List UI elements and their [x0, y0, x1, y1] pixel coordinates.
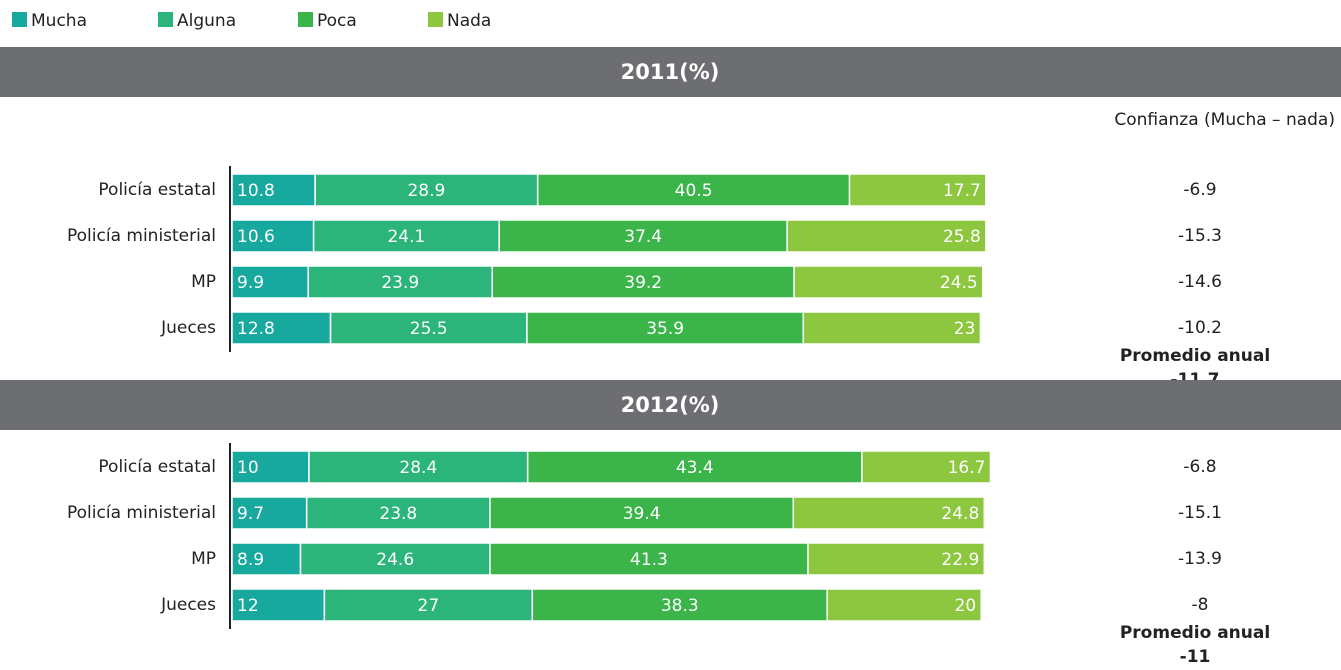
chart-title: 2012(%) — [621, 393, 720, 417]
data-label: 24.6 — [376, 550, 414, 570]
data-label: 10.6 — [237, 227, 275, 247]
bar-segment — [826, 588, 982, 622]
legend-label: Poca — [317, 11, 357, 31]
data-label: 22.9 — [941, 550, 979, 570]
section-header — [0, 47, 1341, 97]
data-label: 10 — [237, 458, 259, 478]
data-label: 24.5 — [940, 273, 978, 293]
data-label: 43.4 — [676, 458, 714, 478]
bar-segment — [536, 173, 851, 207]
bar-segment — [802, 311, 982, 345]
data-label: 40.5 — [675, 181, 713, 201]
bar-segment — [323, 588, 534, 622]
data-label: 20 — [955, 596, 977, 616]
data-label: 35.9 — [646, 319, 684, 339]
data-label: 39.2 — [624, 273, 662, 293]
legend-swatch — [158, 12, 173, 27]
bar-segment — [305, 496, 491, 530]
category-label: Jueces — [160, 318, 216, 338]
legend-label: Nada — [447, 11, 491, 31]
confidence-value: -15.3 — [1178, 226, 1222, 246]
data-label: 23.8 — [379, 504, 417, 524]
average-value: -11 — [1180, 647, 1211, 667]
bar-segment — [807, 542, 986, 576]
data-label: 10.8 — [237, 181, 275, 201]
bar-segment — [792, 496, 986, 530]
data-label: 25.8 — [943, 227, 981, 247]
confidence-value: -15.1 — [1178, 503, 1222, 523]
bar-segment — [307, 265, 494, 299]
average-label: Promedio anual — [1120, 346, 1270, 366]
category-label: Policía ministerial — [67, 226, 216, 246]
data-label: 28.9 — [407, 181, 445, 201]
data-label: 24.1 — [387, 227, 425, 247]
bar-segment — [531, 588, 828, 622]
data-label: 39.4 — [623, 504, 661, 524]
chart-title: 2011(%) — [621, 60, 720, 84]
confidence-value: -6.9 — [1183, 180, 1216, 200]
bar-segment — [526, 450, 863, 484]
bar-segment — [786, 219, 987, 253]
category-label: MP — [191, 549, 216, 569]
data-label: 12 — [237, 596, 259, 616]
data-label: 37.4 — [624, 227, 662, 247]
bar-segment — [491, 265, 795, 299]
category-label: Jueces — [160, 595, 216, 615]
confidence-value: -14.6 — [1178, 272, 1222, 292]
data-label: 17.7 — [943, 181, 981, 201]
bar-segment — [299, 542, 491, 576]
data-label: 16.7 — [948, 458, 986, 478]
confidence-heading: Confianza (Mucha – nada) — [1114, 110, 1335, 130]
data-label: 28.4 — [399, 458, 437, 478]
bar-segment — [231, 450, 310, 484]
confidence-value: -6.8 — [1183, 457, 1216, 477]
bar-segment — [489, 542, 809, 576]
data-label: 41.3 — [630, 550, 668, 570]
bar-segment — [231, 311, 332, 345]
legend-swatch — [12, 12, 27, 27]
category-label: Policía ministerial — [67, 503, 216, 523]
category-label: Policía estatal — [98, 457, 216, 477]
data-label: 38.3 — [661, 596, 699, 616]
bar-segment — [231, 496, 308, 530]
data-label: 23.9 — [381, 273, 419, 293]
legend-swatch — [428, 12, 443, 27]
category-label: MP — [191, 272, 216, 292]
confidence-value: -10.2 — [1178, 318, 1222, 338]
data-label: 12.8 — [237, 319, 275, 339]
category-label: Policía estatal — [98, 180, 216, 200]
data-label: 9.9 — [237, 273, 264, 293]
bar-segment — [312, 219, 500, 253]
bar-segment — [231, 173, 316, 207]
legend-swatch — [298, 12, 313, 27]
bar-segment — [329, 311, 528, 345]
section-header — [0, 380, 1341, 430]
data-label: 9.7 — [237, 504, 264, 524]
legend-label: Alguna — [177, 11, 236, 31]
bar-segment — [861, 450, 992, 484]
bar-segment — [793, 265, 984, 299]
confidence-value: -8 — [1192, 595, 1209, 615]
bar-segment — [314, 173, 539, 207]
data-label: 23 — [954, 319, 976, 339]
bar-segment — [231, 542, 302, 576]
data-label: 25.5 — [410, 319, 448, 339]
data-label: 24.8 — [941, 504, 979, 524]
data-label: 8.9 — [237, 550, 264, 570]
confidence-value: -13.9 — [1178, 549, 1222, 569]
bar-segment — [848, 173, 987, 207]
data-label: 27 — [418, 596, 440, 616]
legend-label: Mucha — [31, 11, 87, 31]
bar-segment — [308, 450, 529, 484]
average-label: Promedio anual — [1120, 623, 1270, 643]
